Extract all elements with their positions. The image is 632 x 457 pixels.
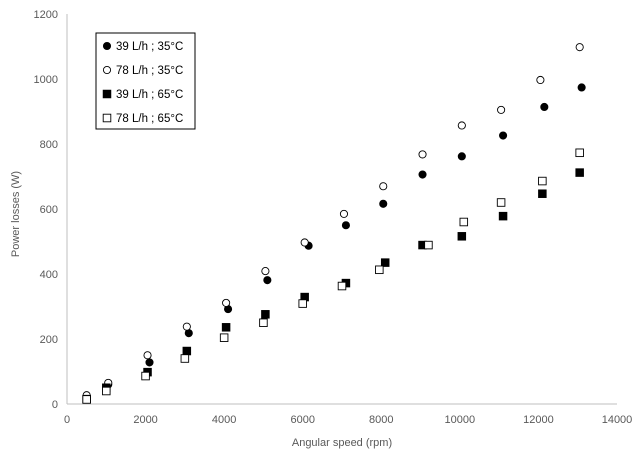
y-tick-label: 0 bbox=[52, 399, 58, 411]
data-point bbox=[261, 267, 270, 276]
data-point bbox=[577, 83, 586, 92]
y-tick-label: 400 bbox=[40, 269, 58, 281]
x-tick-label: 4000 bbox=[212, 414, 236, 426]
legend-box bbox=[95, 32, 196, 130]
y-tick-label: 600 bbox=[40, 204, 58, 216]
legend-label: 78 L/h ; 65°C bbox=[116, 113, 183, 125]
y-tick-label: 800 bbox=[40, 139, 58, 151]
x-tick-label: 2000 bbox=[133, 414, 157, 426]
data-point bbox=[497, 105, 506, 114]
data-point bbox=[498, 211, 508, 221]
legend-label: 39 L/h ; 65°C bbox=[116, 89, 183, 101]
data-point bbox=[379, 182, 388, 191]
data-point bbox=[221, 323, 231, 332]
data-point bbox=[459, 217, 469, 227]
data-point bbox=[538, 176, 547, 186]
data-point bbox=[536, 75, 545, 85]
data-point bbox=[457, 121, 466, 130]
x-tick-label: 8000 bbox=[369, 414, 393, 426]
data-point bbox=[180, 354, 190, 363]
data-point bbox=[145, 358, 154, 367]
x-axis-title: Angular speed (rpm) bbox=[292, 437, 392, 449]
data-point bbox=[182, 322, 191, 331]
data-point bbox=[575, 148, 584, 158]
y-tick-label: 200 bbox=[40, 334, 58, 346]
data-point bbox=[424, 240, 433, 250]
legend-label: 78 L/h ; 35°C bbox=[116, 65, 183, 77]
data-point bbox=[499, 131, 508, 140]
y-axis-title: Power losses (W) bbox=[10, 171, 22, 257]
data-point bbox=[219, 333, 229, 342]
series-4 bbox=[82, 148, 584, 404]
x-tick-labels: 0 2000 4000 6000 8000 10000 12000 14000 bbox=[64, 414, 632, 426]
data-point bbox=[261, 310, 270, 319]
data-point bbox=[418, 150, 427, 159]
data-point bbox=[182, 346, 192, 356]
legend: 39 L/h ; 35°C 78 L/h ; 35°C 39 L/h ; 65°C 7… bbox=[95, 32, 196, 130]
data-point bbox=[102, 386, 111, 396]
data-point bbox=[298, 299, 307, 308]
legend-marker bbox=[102, 89, 112, 99]
data-point bbox=[575, 43, 584, 52]
data-point bbox=[263, 276, 272, 285]
data-point bbox=[418, 170, 427, 179]
data-point bbox=[380, 258, 390, 267]
data-point bbox=[300, 238, 309, 247]
series-3 bbox=[82, 168, 584, 404]
data-point bbox=[538, 189, 547, 198]
data-point bbox=[379, 199, 388, 208]
data-point bbox=[337, 281, 347, 291]
data-point bbox=[375, 265, 384, 275]
x-tick-label: 6000 bbox=[290, 414, 314, 426]
data-points bbox=[82, 43, 586, 404]
series-1 bbox=[82, 83, 586, 402]
data-point bbox=[496, 198, 506, 207]
data-point bbox=[222, 298, 231, 307]
x-tick-label: 14000 bbox=[602, 414, 632, 426]
data-point bbox=[341, 221, 350, 230]
y-tick-label: 1000 bbox=[34, 74, 58, 86]
x-tick-label: 10000 bbox=[445, 414, 476, 426]
legend-marker bbox=[102, 65, 112, 75]
y-tick-labels: 0 200 400 600 800 1000 1200 bbox=[34, 9, 58, 411]
axes bbox=[66, 14, 617, 405]
x-tick-label: 12000 bbox=[523, 414, 554, 426]
data-point bbox=[82, 395, 91, 404]
x-tick-label: 0 bbox=[64, 414, 70, 426]
data-point bbox=[457, 152, 466, 161]
data-point bbox=[540, 102, 549, 111]
legend-label: 39 L/h ; 35°C bbox=[116, 41, 183, 53]
legend-marker bbox=[102, 113, 112, 123]
data-point bbox=[259, 318, 268, 328]
data-point bbox=[339, 209, 349, 218]
data-point bbox=[143, 351, 152, 360]
y-tick-label: 1200 bbox=[34, 9, 58, 21]
legend-marker bbox=[102, 41, 112, 51]
data-point bbox=[141, 371, 150, 381]
data-point bbox=[575, 168, 584, 177]
data-point bbox=[457, 232, 467, 241]
